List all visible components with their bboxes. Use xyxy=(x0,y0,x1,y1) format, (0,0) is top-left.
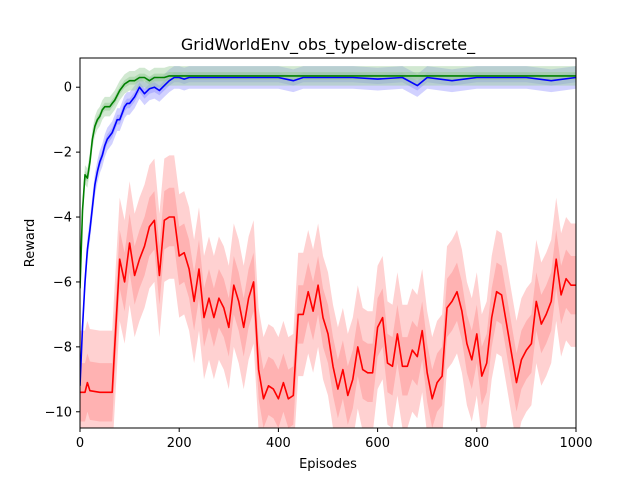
axes-frame xyxy=(79,57,577,429)
chart-title: GridWorldEnv_obs_typelow-discrete_ xyxy=(181,35,476,55)
axis-ticks: 0 200 400 600 800 1000 0 −2 −4 −6 −8 −10 xyxy=(45,81,593,451)
y-tick-label: 0 xyxy=(64,81,72,96)
series-0-band-outer xyxy=(80,155,576,428)
series-0-line xyxy=(80,216,576,400)
x-tick-label: 400 xyxy=(266,436,291,451)
series-2-line xyxy=(80,75,576,289)
y-tick-label: −8 xyxy=(53,340,72,355)
series-0-band-inner xyxy=(80,187,576,428)
x-tick-label: 800 xyxy=(464,436,489,451)
y-axis-label: Reward xyxy=(23,219,38,267)
plot-area xyxy=(80,66,576,428)
x-tick-label: 600 xyxy=(365,436,390,451)
x-tick-label: 1000 xyxy=(559,436,592,451)
x-axis-label: Episodes xyxy=(299,457,357,472)
y-tick-label: −4 xyxy=(53,211,72,226)
y-tick-label: −2 xyxy=(53,146,72,161)
y-tick-label: −6 xyxy=(53,275,72,290)
x-tick-label: 200 xyxy=(167,436,192,451)
x-tick-label: 0 xyxy=(76,436,84,451)
series-2-band-outer xyxy=(80,66,576,299)
series-1-line xyxy=(80,76,576,386)
series-1-band-inner xyxy=(80,72,576,391)
y-tick-label: −10 xyxy=(45,405,72,420)
